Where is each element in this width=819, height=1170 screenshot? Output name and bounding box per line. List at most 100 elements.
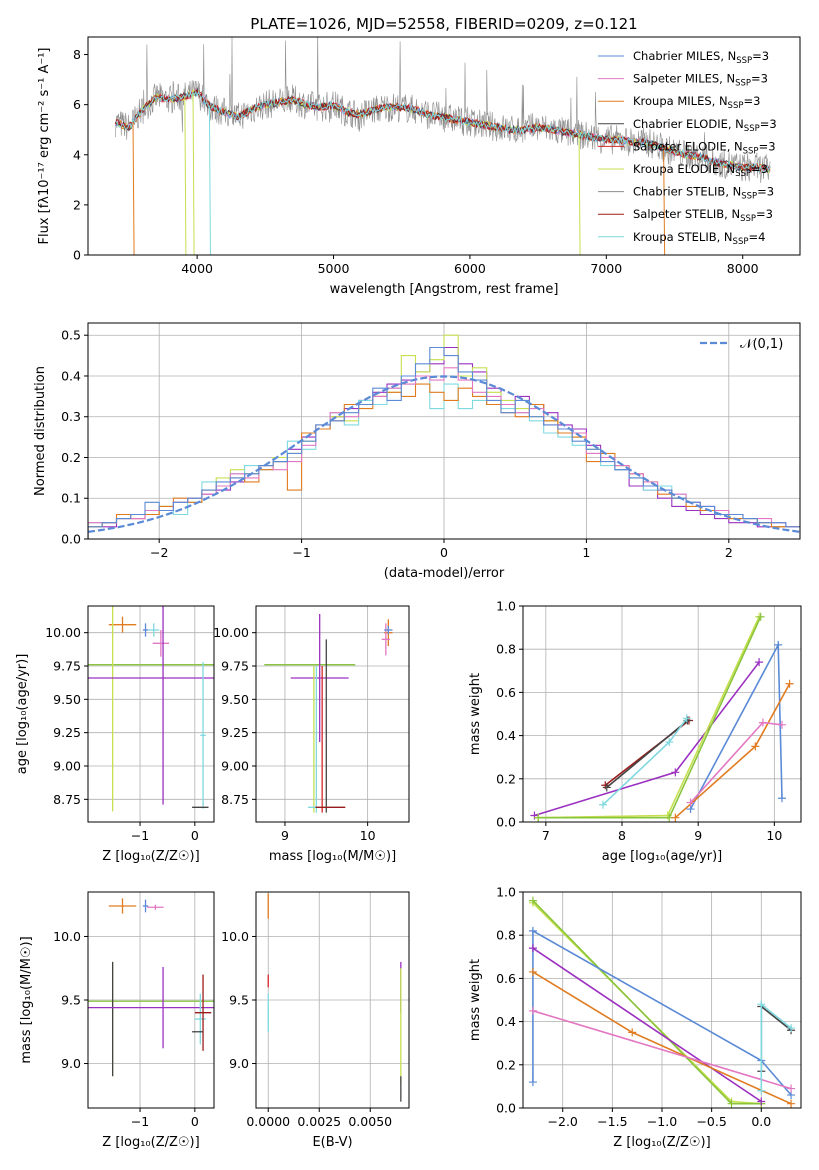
- legend-suffix: =3: [751, 162, 768, 176]
- plus-marker: [777, 720, 786, 729]
- series-line-1: [538, 616, 760, 819]
- legend-subscript: SSP: [736, 56, 752, 66]
- legend-subscript: SSP: [741, 192, 757, 202]
- plus-marker: [727, 1099, 736, 1108]
- axes-frame: [87, 605, 215, 823]
- legend-entry: Salpeter MILES, NSSP=3: [633, 72, 768, 89]
- x-tick-label: 1: [582, 545, 590, 560]
- plus-marker: [671, 768, 680, 777]
- legend-name: Chabrier STELIB, N: [633, 185, 741, 199]
- y-tick-label: 0.0: [496, 1101, 516, 1116]
- x-tick-label: 7000: [590, 261, 622, 276]
- legend-label: 𝒩(0,1): [740, 337, 783, 352]
- legend-suffix: =4: [748, 230, 765, 244]
- legend-subscript: SSP: [743, 146, 759, 156]
- spectrum-line-chabrier-stelib: [115, 37, 771, 184]
- legend-name: Chabrier ELODIE, N: [633, 117, 744, 131]
- plus-marker: [777, 794, 786, 803]
- errorbar-point: [194, 993, 206, 1045]
- series-line-3: [532, 947, 762, 1103]
- y-tick-label: 6: [73, 97, 81, 112]
- plus-marker: [758, 718, 767, 727]
- y-tick-label: 0.6: [496, 971, 516, 986]
- legend-subscript: SSP: [744, 124, 760, 134]
- axes-frame: [255, 891, 410, 1109]
- absorption-spike: [192, 93, 195, 255]
- plus-marker: [528, 926, 537, 935]
- plus-marker: [686, 798, 695, 807]
- y-tick-label: 0.4: [61, 368, 81, 383]
- errorbar-point: [88, 966, 214, 1049]
- y-tick-label: 8.75: [221, 792, 249, 807]
- errorbar-point: [88, 606, 214, 805]
- y-tick-label: 9.25: [221, 725, 249, 740]
- plus-marker: [528, 967, 537, 976]
- x-tick-label: 9: [281, 828, 289, 843]
- axes-frame: [87, 322, 801, 540]
- x-tick-label: 9: [694, 828, 702, 843]
- legend-name: Kroupa STELIB, N: [633, 230, 733, 244]
- x-tick-label: 0: [191, 828, 199, 843]
- y-tick-label: 0.4: [496, 728, 516, 743]
- absorption-spike: [208, 105, 211, 255]
- x-tick-label: 8000: [727, 261, 759, 276]
- legend-suffix: =3: [757, 185, 774, 199]
- x-tick-label: 0.0025: [297, 1114, 341, 1129]
- x-tick-label: −1.0: [647, 1114, 677, 1129]
- series-line-2: [538, 616, 762, 819]
- panel-7: −2.0 −1.5 −1.0 −0.5 0.0 0.0 0.2 0.4 0.6 0.8 1.0 Z […: [468, 885, 802, 1150]
- y-tick-label: 9.0: [61, 1056, 81, 1071]
- x-tick-label: −1.5: [597, 1114, 627, 1129]
- x-tick-label: −2.0: [548, 1114, 578, 1129]
- plot-area: [528, 896, 796, 1108]
- gaussian-curve: [88, 375, 800, 533]
- panel-6: 0.0000 0.0025 0.0050 9.0 9.5 10.0 E(B-V): [221, 891, 410, 1150]
- y-axis-label: mass [log₁₀(M/M☉)]: [19, 936, 34, 1063]
- axes-frame: [255, 605, 410, 823]
- plus-marker: [602, 783, 611, 792]
- plus-marker: [774, 640, 783, 649]
- plus-marker: [757, 1086, 766, 1095]
- x-tick-label: 0: [440, 545, 448, 560]
- plus-marker: [757, 1097, 766, 1106]
- y-tick-label: 0.2: [496, 1057, 516, 1072]
- legend-entry: Chabrier STELIB, NSSP=3: [633, 185, 774, 202]
- y-axis-label: mass weight: [468, 673, 483, 755]
- x-tick-label: −1: [292, 545, 310, 560]
- y-tick-label: 0.2: [61, 450, 81, 465]
- series-line-2: [532, 929, 792, 1096]
- x-axis-label: E(B-V): [312, 1135, 352, 1150]
- legend-suffix: =3: [743, 94, 760, 108]
- x-tick-label: −2: [150, 545, 168, 560]
- series-line-7: [606, 719, 689, 789]
- y-axis-label: Flux [fλ10⁻¹⁷ erg cm⁻² s⁻¹ A⁻¹]: [37, 48, 52, 245]
- legend-entry: Kroupa ELODIE, NSSP=3: [633, 162, 768, 179]
- y-tick-label: 9.75: [53, 659, 81, 674]
- plus-marker: [528, 1006, 537, 1015]
- series-line-0: [534, 661, 760, 817]
- legend-name: Kroupa MILES, N: [633, 94, 728, 108]
- y-tick-label: 9.00: [53, 759, 81, 774]
- legend-name: Salpeter STELIB, N: [633, 207, 740, 221]
- plus-marker: [530, 811, 539, 820]
- absorption-spike: [663, 148, 666, 255]
- panel-0: 4000 5000 6000 7000 8000 0 2 4 6 8 wavelength [Ang…: [37, 15, 801, 297]
- legend-subscript: SSP: [735, 169, 751, 179]
- x-tick-label: −0.5: [696, 1114, 726, 1129]
- x-axis-label: Z [log₁₀(Z/Z☉)]: [613, 1135, 710, 1150]
- plus-marker: [628, 1028, 637, 1037]
- y-tick-label: 9.25: [53, 725, 81, 740]
- plus-marker: [787, 1099, 796, 1108]
- y-tick-label: 0.0: [496, 815, 516, 830]
- x-tick-label: 4000: [181, 261, 213, 276]
- y-tick-label: 0.2: [496, 771, 516, 786]
- legend-subscript: SSP: [733, 237, 749, 247]
- legend-name: Kroupa ELODIE, N: [633, 162, 735, 176]
- errorbar-point: [148, 623, 160, 637]
- x-axis-label: age [log₁₀(age/yr)]: [602, 849, 723, 864]
- x-tick-label: 0.0050: [348, 1114, 392, 1129]
- x-tick-label: 0: [191, 1114, 199, 1129]
- y-tick-label: 10.00: [45, 625, 81, 640]
- y-tick-label: 10.00: [213, 625, 249, 640]
- plot-area: [530, 612, 794, 822]
